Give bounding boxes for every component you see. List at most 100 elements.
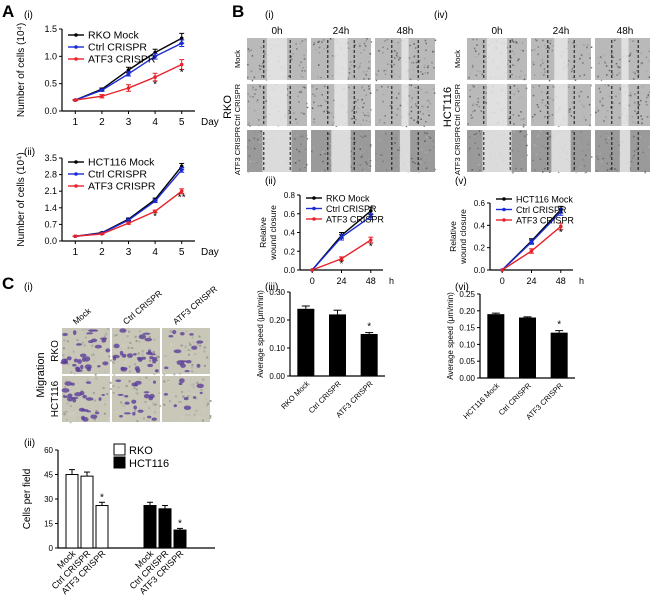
time-column-label: 0h	[491, 26, 502, 37]
cell-speck	[548, 147, 550, 149]
cell-speck	[614, 152, 616, 155]
cell-speck	[368, 61, 370, 63]
cell-speck	[409, 78, 412, 81]
pore-speck	[131, 347, 134, 350]
cell-speck	[250, 70, 252, 72]
cell-speck	[365, 152, 367, 155]
pore-speck	[191, 370, 194, 373]
cell-speck	[408, 84, 411, 86]
data-point	[179, 62, 184, 67]
cell-speck	[289, 58, 292, 61]
cell-speck	[517, 151, 520, 153]
pore-speck	[107, 335, 110, 338]
cell-speck	[538, 85, 541, 87]
cell-speck	[541, 99, 544, 101]
cell-speck	[628, 60, 631, 62]
pore-speck	[76, 339, 79, 342]
cell-speck	[249, 107, 251, 109]
cell-speck	[641, 86, 644, 89]
cell-speck	[551, 114, 554, 116]
cell-speck	[251, 55, 254, 57]
cell-speck	[427, 109, 430, 112]
cell-speck	[393, 158, 395, 161]
wound-gap	[486, 84, 508, 126]
cell-speck	[537, 46, 540, 48]
stained-cell	[85, 381, 92, 384]
cell-speck	[520, 168, 523, 170]
cell-speck	[426, 132, 428, 135]
pore-speck	[137, 352, 140, 355]
cell-speck	[618, 72, 620, 75]
cell-speck	[423, 134, 425, 137]
cell-speck	[470, 114, 472, 116]
pore-speck	[94, 356, 97, 359]
cell-speck	[350, 150, 352, 153]
cell-speck	[550, 39, 552, 42]
cell-speck	[369, 165, 372, 167]
cell-speck	[248, 122, 250, 124]
pore-speck	[184, 346, 187, 349]
cell-speck	[618, 144, 621, 146]
cell-speck	[605, 133, 608, 135]
cell-speck	[569, 108, 571, 110]
cell-speck	[521, 42, 524, 44]
cell-speck	[583, 163, 586, 166]
pore-speck	[205, 398, 208, 401]
y-axis-label: Average speed (μm/min)	[446, 292, 455, 380]
y-tick-label: 45	[44, 471, 53, 480]
cell-speck	[467, 123, 469, 125]
cell-speck	[636, 49, 638, 52]
cell-speck	[360, 145, 362, 148]
cell-speck	[635, 74, 637, 77]
stained-cell	[126, 353, 134, 358]
wound-gap	[266, 38, 288, 80]
cell-line-label: HCT116	[442, 87, 454, 127]
significance-marker: *	[559, 227, 563, 238]
cell-speck	[420, 118, 422, 120]
cell-speck	[363, 170, 366, 172]
cell-speck	[383, 139, 386, 141]
cell-speck	[384, 73, 387, 76]
cell-speck	[641, 149, 644, 152]
cell-speck	[424, 39, 427, 42]
cell-speck	[648, 50, 650, 53]
cell-speck	[381, 152, 383, 154]
cell-speck	[411, 157, 413, 160]
pore-speck	[163, 373, 166, 376]
cell-speck	[635, 70, 638, 72]
data-point	[126, 221, 131, 226]
cell-speck	[541, 145, 544, 147]
cell-speck	[259, 85, 261, 87]
cell-speck	[303, 54, 305, 57]
cell-speck	[298, 159, 300, 162]
cell-speck	[299, 42, 302, 45]
cell-speck	[473, 133, 476, 136]
cell-speck	[248, 139, 251, 142]
subpanel-label: (vi)	[455, 282, 469, 293]
stained-cell	[66, 356, 72, 361]
data-point	[179, 168, 184, 172]
y-tick-label: 0.00	[269, 372, 285, 381]
cell-speck	[304, 87, 306, 89]
cell-speck	[255, 88, 257, 91]
cell-speck	[300, 143, 302, 146]
legend-label: HCT116	[129, 458, 169, 470]
pore-speck	[204, 408, 207, 411]
cell-speck	[302, 66, 304, 69]
stained-cell	[119, 415, 123, 418]
cell-speck	[312, 93, 314, 95]
cell-speck	[582, 62, 584, 64]
x-tick-label: 4	[152, 247, 158, 258]
cell-speck	[420, 141, 422, 143]
legend-label: ATF3 CRISPR	[516, 216, 574, 226]
pore-speck	[148, 407, 151, 410]
cell-speck	[421, 73, 424, 75]
cell-speck	[422, 106, 425, 109]
stained-cell	[82, 394, 87, 399]
cell-speck	[289, 115, 292, 118]
cell-speck	[306, 138, 309, 140]
cell-speck	[485, 61, 487, 63]
cell-speck	[429, 103, 432, 105]
cell-speck	[523, 124, 525, 126]
y-tick-label: 0.0	[474, 266, 486, 275]
